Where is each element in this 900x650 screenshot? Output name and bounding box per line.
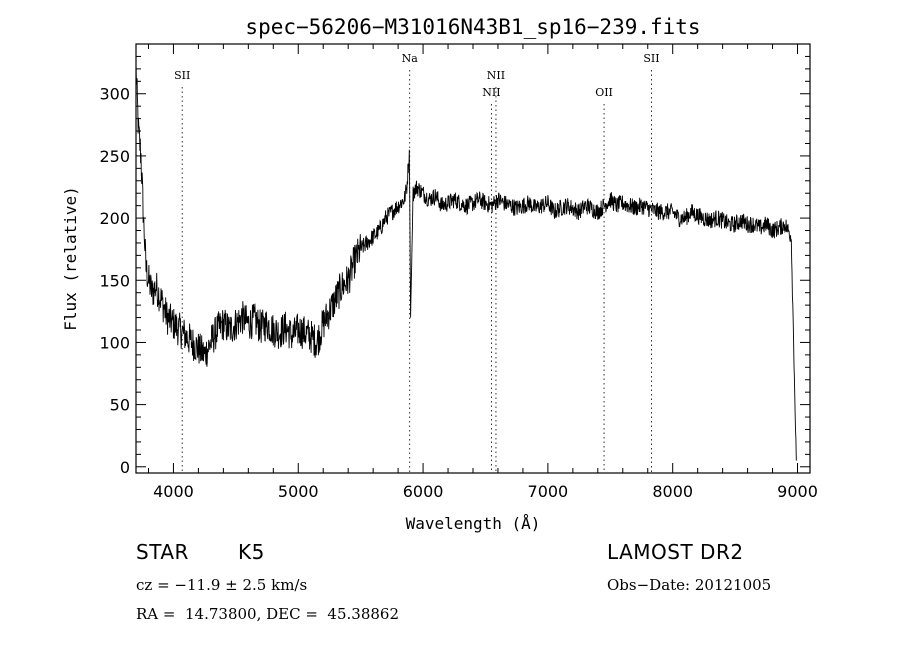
object-type-label: STAR xyxy=(136,540,189,564)
redshift-label: cz = −11.9 ± 2.5 km/s xyxy=(136,576,308,594)
y-tick-label: 300 xyxy=(99,85,130,104)
x-tick-label: 9000 xyxy=(777,482,818,501)
y-tick-label: 150 xyxy=(99,271,130,290)
x-tick-label: 6000 xyxy=(403,482,444,501)
spectral-line-label: SII xyxy=(643,52,659,65)
spectral-line-label: NII xyxy=(487,69,505,82)
y-tick-label: 100 xyxy=(99,333,130,352)
y-tick-label: 50 xyxy=(110,396,130,415)
obs-date-label: Obs−Date: 20121005 xyxy=(607,576,772,594)
subclass-label: K5 xyxy=(238,540,265,564)
coordinates-label: RA = 14.73800, DEC = 45.38862 xyxy=(136,605,400,623)
y-tick-label: 200 xyxy=(99,209,130,228)
spectral-line-label: Na xyxy=(402,52,419,65)
spectral-line-label: SII xyxy=(174,69,190,82)
x-tick-label: 4000 xyxy=(153,482,194,501)
spectral-line-label: NII xyxy=(482,86,500,99)
y-axis-label: Flux (relative) xyxy=(61,186,80,331)
x-tick-label: 7000 xyxy=(528,482,569,501)
chart-title: spec−56206−M31016N43B1_sp16−239.fits xyxy=(245,15,700,39)
spectrum-chart: spec−56206−M31016N43B1_sp16−239.fits 4000… xyxy=(61,15,818,533)
plot-area: spec−56206−M31016N43B1_sp16−239.fits 4000… xyxy=(61,15,818,533)
y-tick-label: 0 xyxy=(120,458,130,477)
y-tick-label: 250 xyxy=(99,147,130,166)
x-tick-label: 8000 xyxy=(652,482,693,501)
x-tick-label: 5000 xyxy=(278,482,319,501)
plot-frame xyxy=(135,43,811,474)
spectral-line-label: OII xyxy=(595,86,613,99)
x-axis-label: Wavelength (Å) xyxy=(406,514,541,533)
survey-label: LAMOST DR2 xyxy=(607,540,744,564)
spectrum-line xyxy=(135,63,797,461)
